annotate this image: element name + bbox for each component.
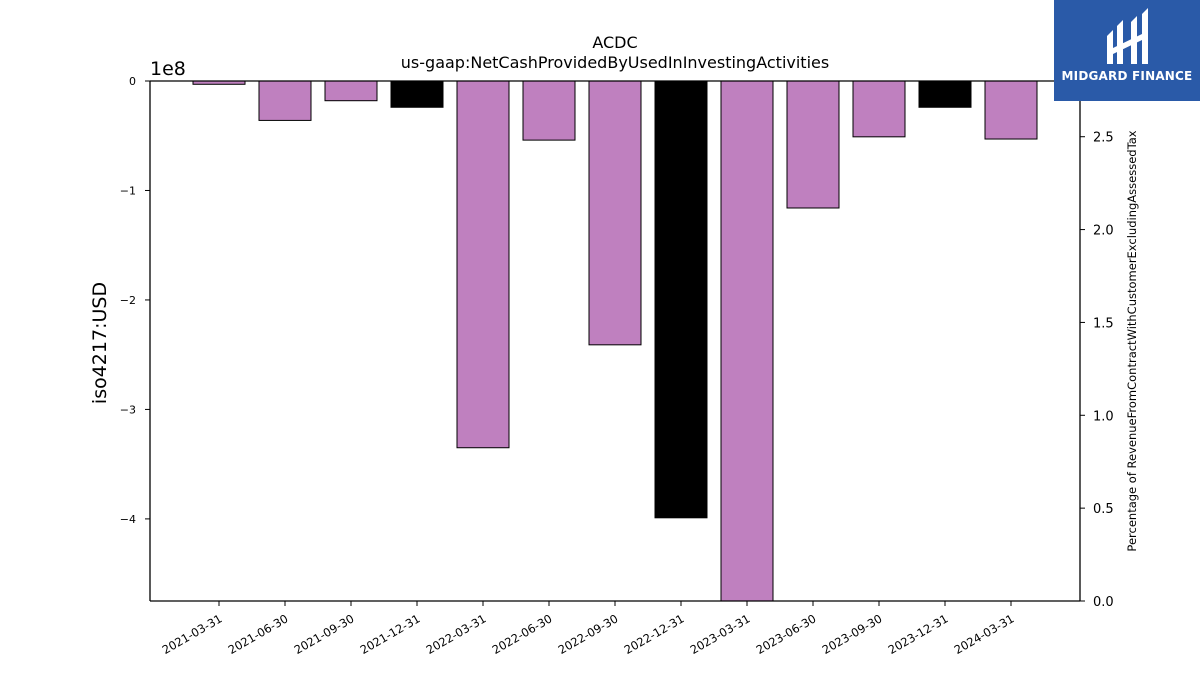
bar-2021-06-30 — [258, 80, 312, 121]
y2-tick-label: 0.0 — [1093, 595, 1114, 610]
x-tick-label: 2023-06-30 — [754, 611, 819, 657]
bar-2022-06-30 — [522, 80, 576, 141]
y-tick-label: −3 — [120, 403, 136, 416]
chart-title: ACDC — [592, 33, 637, 52]
bar-2022-03-31 — [456, 80, 510, 449]
y-offset-label: 1e8 — [150, 58, 186, 80]
bar-2021-09-30 — [324, 80, 378, 102]
brand-name: MIDGARD FINANCE — [1061, 69, 1193, 83]
bar-2023-09-30 — [852, 80, 906, 138]
y2-tick-label: 2.5 — [1093, 131, 1114, 146]
bar-2021-12-31 — [390, 80, 444, 108]
y2-tick-label: 1.5 — [1093, 316, 1114, 331]
x-tick-label: 2023-09-30 — [820, 611, 885, 657]
y2-tick-label: 2.0 — [1093, 224, 1114, 239]
x-tick-label: 2022-09-30 — [556, 611, 621, 657]
bar-2024-03-31 — [984, 80, 1038, 140]
bar-2022-09-30 — [588, 80, 642, 346]
y2-axis-label: Percentage of RevenueFromContractWithCus… — [1125, 130, 1139, 551]
bar-2023-03-31 — [720, 80, 774, 602]
x-tick-label: 2021-09-30 — [292, 611, 357, 657]
x-tick-label: 2022-06-30 — [490, 611, 555, 657]
x-tick-label: 2021-06-30 — [226, 611, 291, 657]
brand-logo: MIDGARD FINANCE — [1054, 0, 1200, 101]
bar-2023-12-31 — [918, 80, 972, 108]
chart-subtitle: us-gaap:NetCashProvidedByUsedInInvesting… — [401, 53, 829, 72]
y2-tick-label: 1.0 — [1093, 409, 1114, 424]
y-tick-label: 0 — [129, 75, 136, 88]
x-tick-label: 2024-03-31 — [952, 611, 1017, 657]
midgard-logo-icon — [1107, 8, 1148, 64]
bar-2023-06-30 — [786, 80, 840, 209]
x-tick-label: 2023-03-31 — [688, 611, 753, 657]
bar-2022-12-31 — [654, 80, 708, 519]
x-tick-label: 2023-12-31 — [886, 611, 951, 657]
y-tick-label: −2 — [120, 294, 136, 307]
x-tick-label: 2021-12-31 — [358, 611, 423, 657]
y-axis-label: iso4217:USD — [89, 282, 111, 404]
x-tick-label: 2021-03-31 — [160, 611, 225, 657]
y2-tick-label: 0.5 — [1093, 502, 1114, 517]
x-tick-label: 2022-12-31 — [622, 611, 687, 657]
x-tick-label: 2022-03-31 — [424, 611, 489, 657]
y-tick-label: −1 — [120, 184, 136, 197]
y-tick-label: −4 — [120, 513, 136, 526]
